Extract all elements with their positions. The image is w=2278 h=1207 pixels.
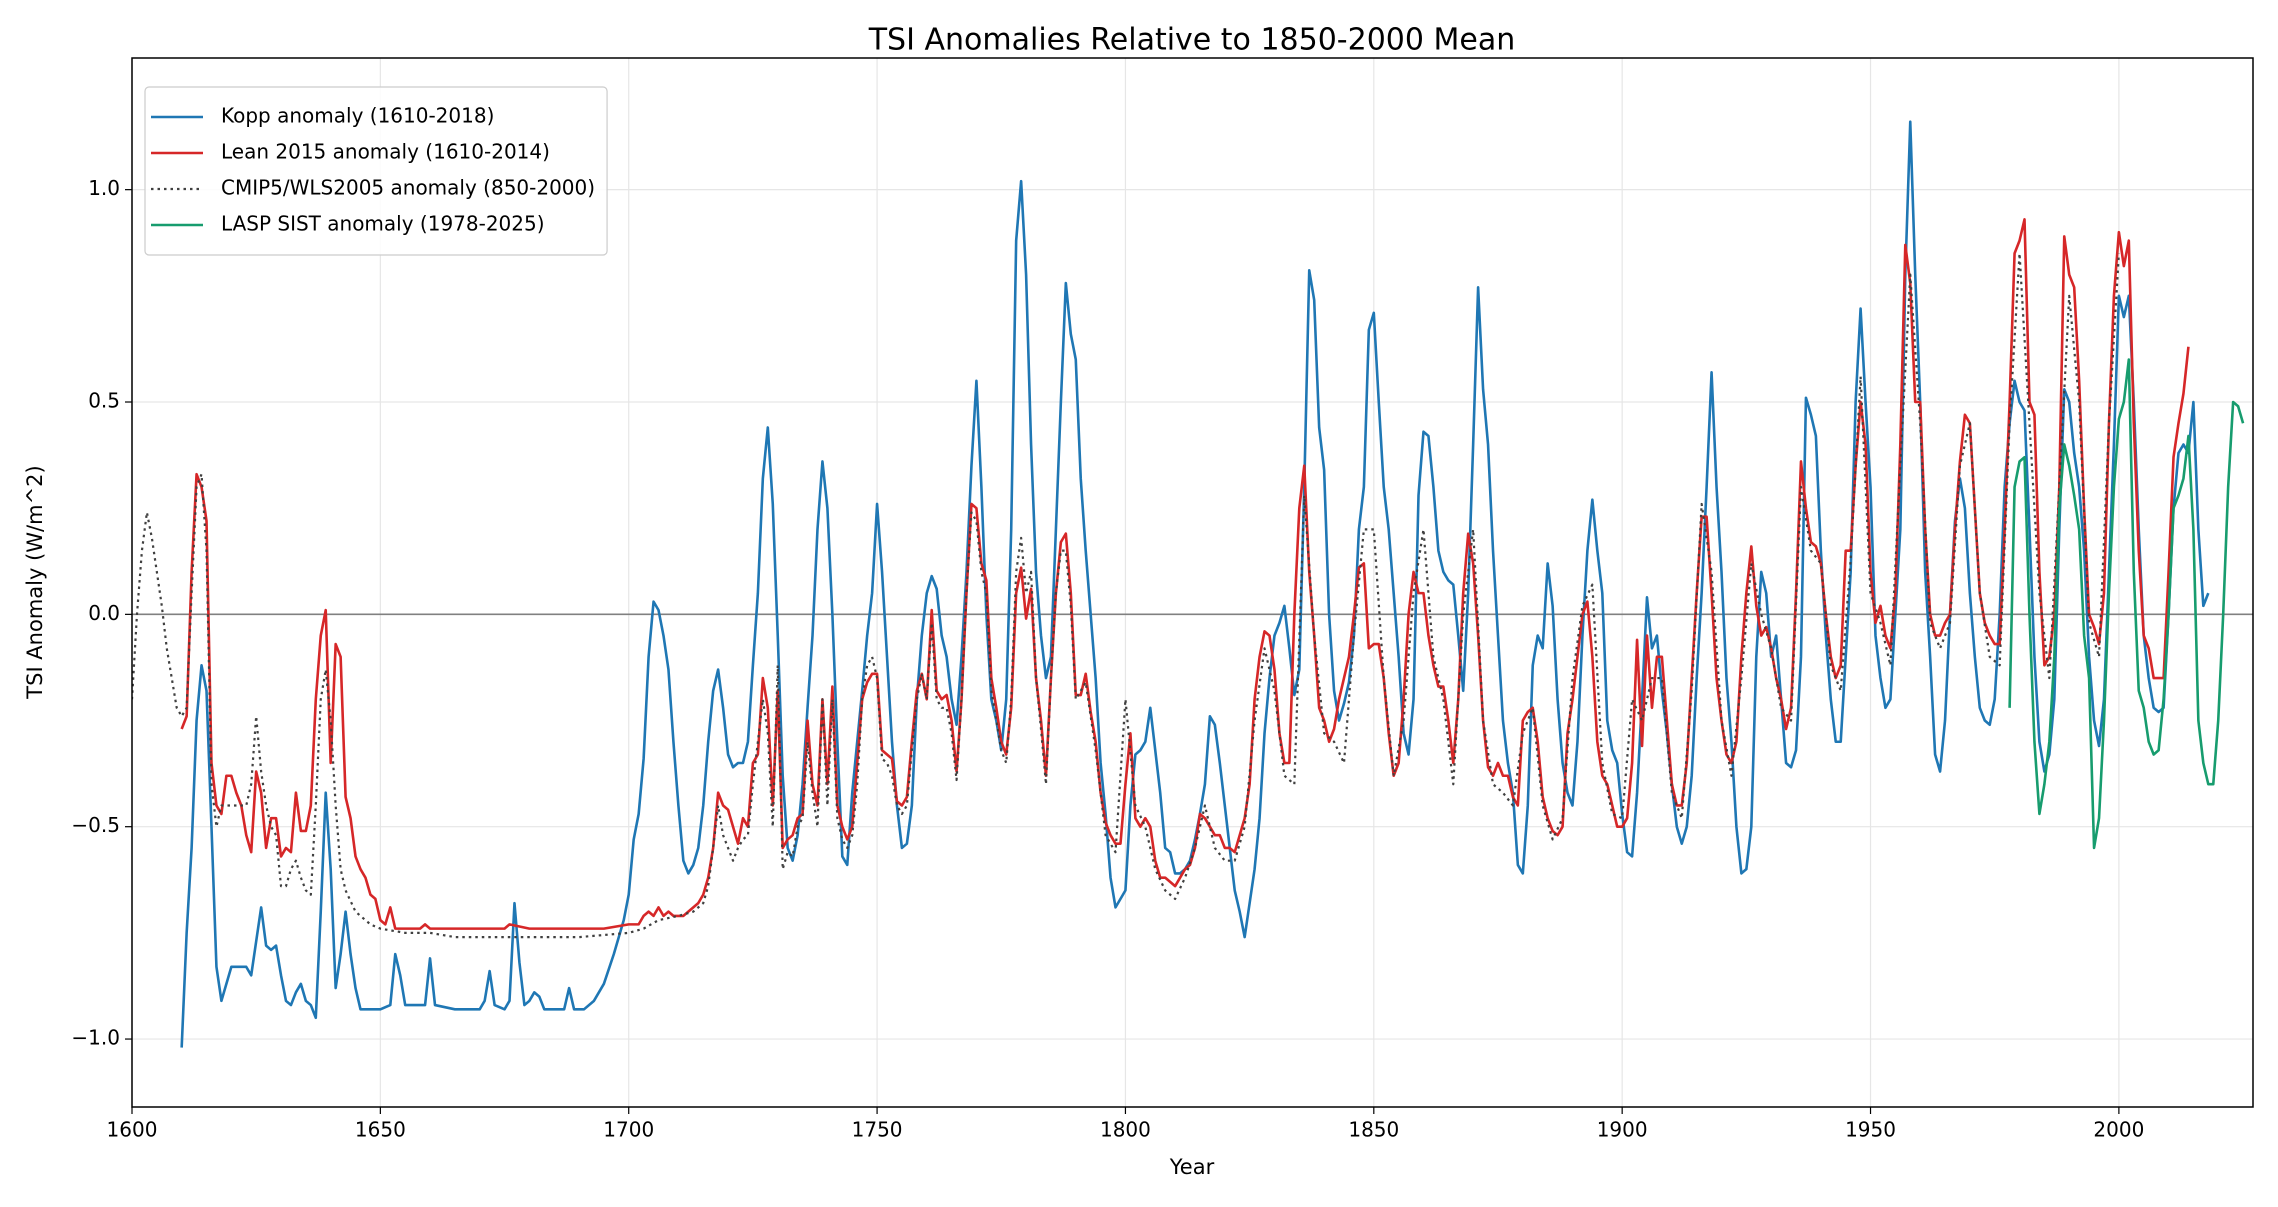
x-tick-label: 1800 xyxy=(1100,1118,1151,1142)
legend-label: Lean 2015 anomaly (1610-2014) xyxy=(221,140,550,164)
legend-box xyxy=(144,86,608,256)
y-tick-label: 1.0 xyxy=(88,176,120,200)
x-tick-label: 1950 xyxy=(1845,1118,1896,1142)
x-tick-label: 1600 xyxy=(107,1118,158,1142)
y-tick-label: −1.0 xyxy=(71,1026,120,1050)
y-axis-label: TSI Anomaly (W/m^2) xyxy=(23,465,47,699)
legend-label: Kopp anomaly (1610-2018) xyxy=(221,104,494,128)
x-tick-label: 1900 xyxy=(1597,1118,1648,1142)
x-tick-label: 2000 xyxy=(2093,1118,2144,1142)
series-line xyxy=(2008,358,2245,850)
series-line xyxy=(180,120,2210,1048)
y-tick-label: −0.5 xyxy=(71,813,120,837)
x-axis-label: Year xyxy=(1169,1155,1215,1179)
ticks: 1600 1650 1700 1750 1800 1850 1900 1950 2000 −1.0… xyxy=(71,176,2144,1141)
y-tick-label: 0.0 xyxy=(88,601,120,625)
legend-label: CMIP5/WLS2005 anomaly (850-2000) xyxy=(221,176,595,200)
plot-frame xyxy=(131,57,2254,1108)
x-tick-label: 1700 xyxy=(603,1118,654,1142)
x-tick-label: 1650 xyxy=(355,1118,406,1142)
x-tick-label: 1850 xyxy=(1348,1118,1399,1142)
legend: Kopp anomaly (1610-2018) Lean 2015 anomal… xyxy=(144,86,608,256)
series-line xyxy=(132,252,2120,939)
chart-title: TSI Anomalies Relative to 1850-2000 Mean xyxy=(868,23,1516,58)
y-tick-label: 0.5 xyxy=(88,389,120,413)
plot-lines xyxy=(132,120,2253,1048)
legend-label: LASP SIST anomaly (1978-2025) xyxy=(221,212,545,236)
series-line xyxy=(180,218,2190,930)
x-tick-label: 1750 xyxy=(852,1118,903,1142)
